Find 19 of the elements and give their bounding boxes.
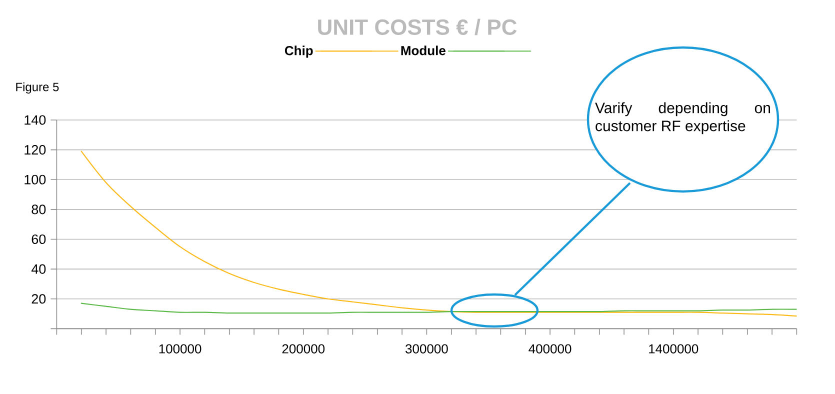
line-series (80, 302, 797, 314)
chart-title: UNIT COSTS € / PC (318, 18, 517, 36)
annotation: Varify depending on customer RF expertise (595, 102, 770, 134)
legend-label: Module (401, 46, 446, 56)
y-tick-label: 100 (24, 174, 46, 184)
caption: Figure 5 (16, 82, 59, 94)
x-tick-label: 300000 (406, 344, 448, 354)
x-tick-label: 200000 (282, 344, 325, 354)
x-tick-label: 1400000 (649, 344, 698, 354)
y-tick-label: 20 (32, 294, 46, 304)
x-tick-label: 400000 (528, 344, 572, 354)
legend-label: Chip (284, 46, 313, 58)
line-series (80, 150, 797, 317)
y-tick-label: 40 (31, 264, 46, 274)
x-tick-label: 100000 (159, 344, 202, 354)
y-tick-label: 120 (24, 145, 46, 155)
y-tick-label: 60 (32, 234, 46, 244)
y-tick-label: 140 (24, 115, 46, 125)
y-tick-label: 80 (32, 204, 46, 214)
